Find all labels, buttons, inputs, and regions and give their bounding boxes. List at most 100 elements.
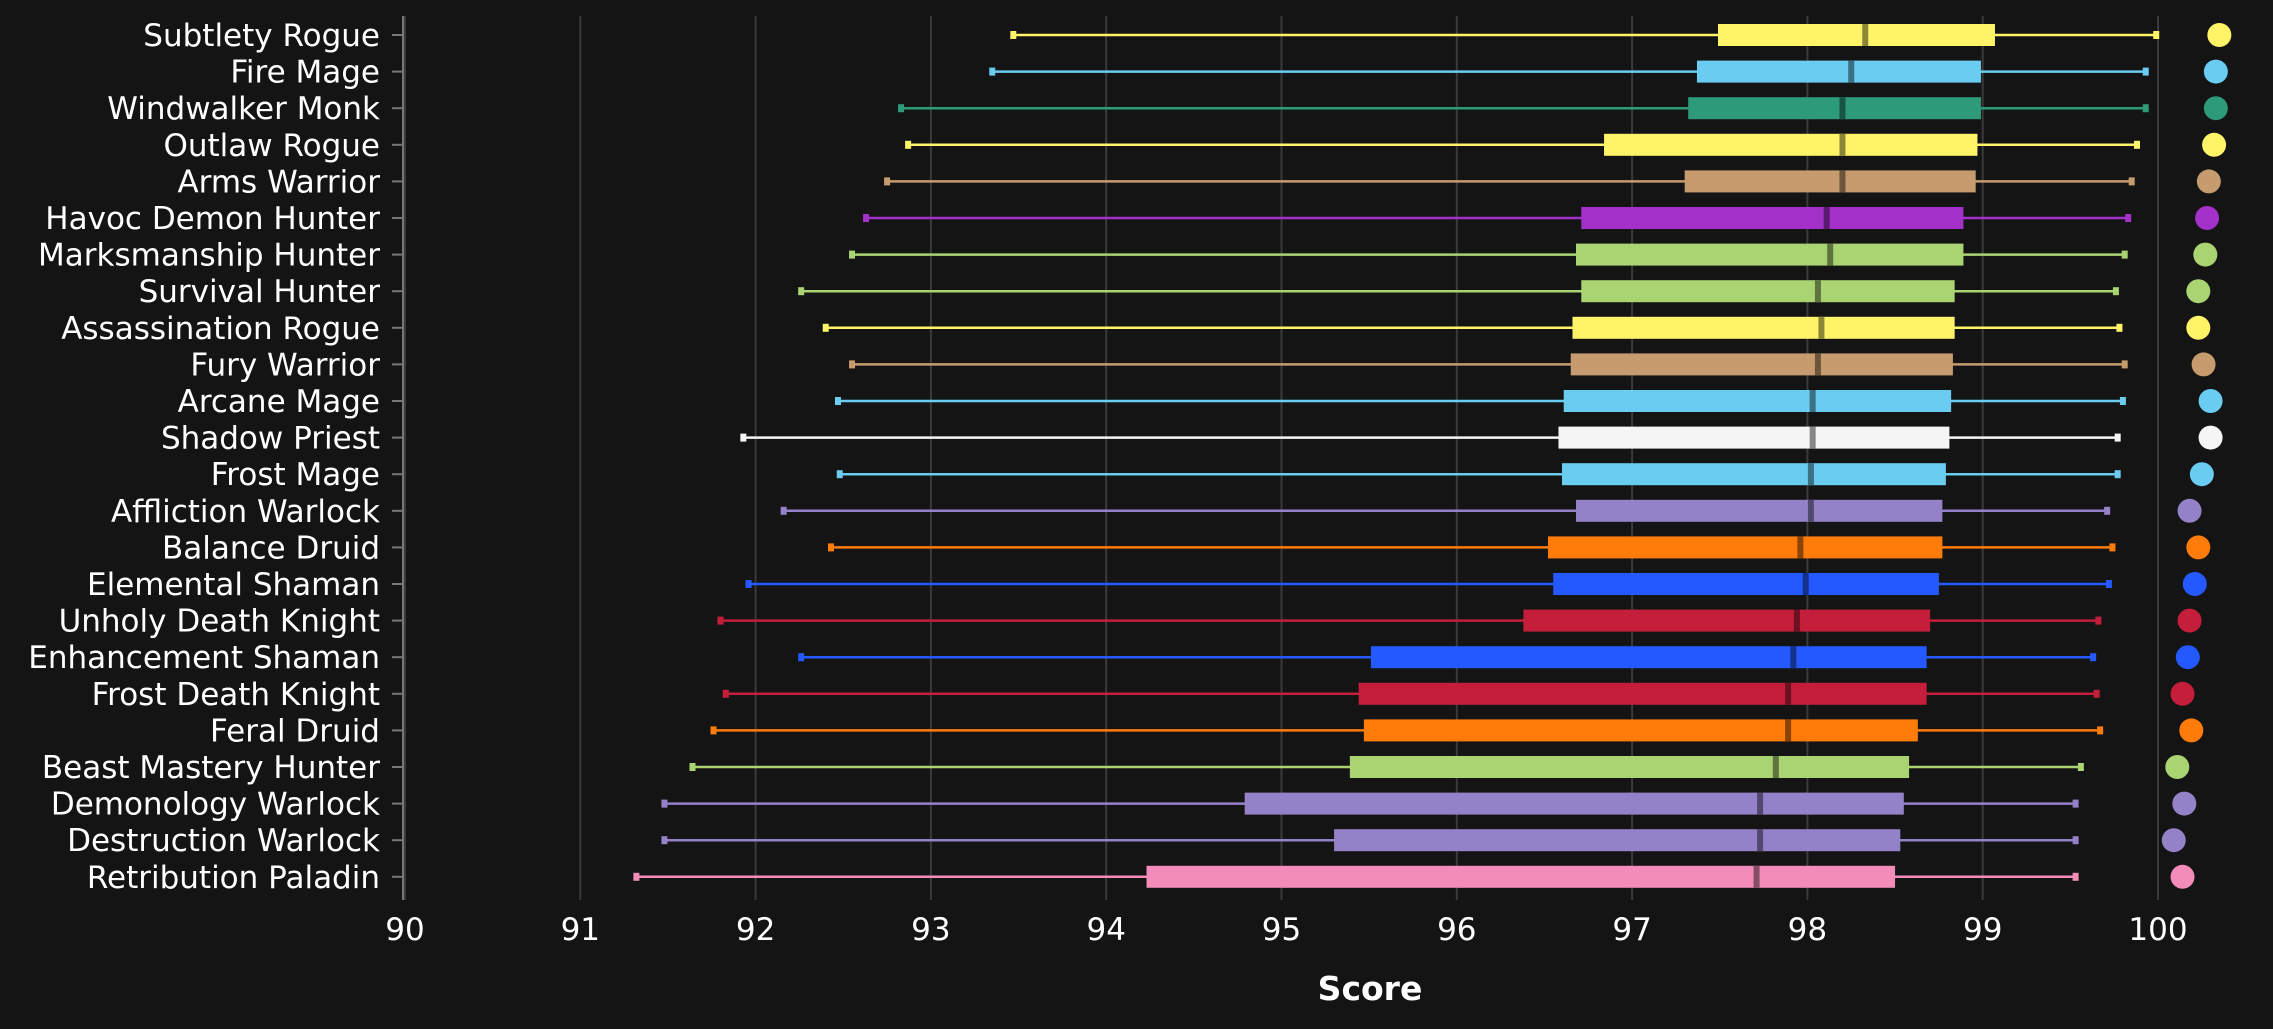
class-dot xyxy=(2170,681,2195,706)
box-row xyxy=(661,791,2197,816)
class-dot xyxy=(2172,791,2197,816)
class-dot xyxy=(2186,315,2211,340)
median-marker xyxy=(1818,316,1825,339)
median-marker xyxy=(1862,24,1869,46)
whisker-max-cap xyxy=(2077,763,2084,771)
whisker-max-cap xyxy=(2128,177,2135,186)
spec-label: Outlaw Rogue xyxy=(163,128,380,164)
iqr-box xyxy=(1349,756,1910,778)
whisker-min-cap xyxy=(661,799,668,808)
whisker-min-cap xyxy=(836,470,843,479)
iqr-box xyxy=(1572,316,1955,339)
whisker-min-cap xyxy=(780,506,787,515)
box-row xyxy=(1010,23,2232,47)
whisker-max-cap xyxy=(2072,799,2079,808)
iqr-box xyxy=(1363,719,1918,742)
median-marker xyxy=(1757,829,1764,852)
iqr-box xyxy=(1684,170,1976,193)
whisker-max-cap xyxy=(2114,470,2121,479)
median-marker xyxy=(1848,60,1855,83)
whisker-min-cap xyxy=(849,250,856,259)
median-marker xyxy=(1753,865,1760,888)
median-marker xyxy=(1839,133,1846,156)
whisker-max-cap xyxy=(2121,360,2128,369)
iqr-box xyxy=(1576,243,1964,266)
iqr-box xyxy=(1570,353,1953,376)
spec-label: Frost Death Knight xyxy=(92,677,380,713)
class-dot xyxy=(2202,132,2227,157)
iqr-box xyxy=(1370,646,1927,669)
class-dot xyxy=(2203,59,2228,84)
class-dot xyxy=(2193,242,2218,267)
spec-label: Elemental Shaman xyxy=(87,567,380,603)
spec-label: Subtlety Rogue xyxy=(143,18,380,54)
median-marker xyxy=(1785,719,1792,742)
spec-label: Feral Druid xyxy=(210,713,380,749)
iqr-box xyxy=(1604,133,1978,156)
class-dot xyxy=(2186,535,2211,560)
spec-label: Marksmanship Hunter xyxy=(38,238,380,274)
whisker-max-cap xyxy=(2121,250,2128,259)
iqr-box xyxy=(1563,390,1952,412)
box-row xyxy=(836,462,2214,487)
spec-label: Shadow Priest xyxy=(161,421,380,457)
x-tick-labels: 90 91 92 93 94 95 96 97 98 99 100 xyxy=(385,912,2187,948)
grid-lines xyxy=(404,16,2159,900)
iqr-box xyxy=(1717,24,1995,46)
iqr-box xyxy=(1696,60,1981,83)
box-row xyxy=(633,864,2195,889)
whisker-min-cap xyxy=(710,726,717,735)
x-tick-label: 90 xyxy=(385,912,424,948)
class-dot xyxy=(2182,572,2207,596)
median-marker xyxy=(1827,243,1834,266)
iqr-box xyxy=(1547,536,1943,559)
whisker-max-cap xyxy=(2112,287,2119,296)
class-dot xyxy=(2165,755,2190,779)
median-marker xyxy=(1807,499,1814,522)
median-marker xyxy=(1772,756,1779,778)
spec-label: Havoc Demon Hunter xyxy=(45,201,380,237)
box-row xyxy=(849,242,2218,267)
whisker-min-cap xyxy=(849,360,856,369)
box-row xyxy=(745,572,2207,596)
box-row xyxy=(798,279,2211,304)
spec-label: Destruction Warlock xyxy=(67,823,380,859)
iqr-box xyxy=(1688,97,1981,120)
iqr-box xyxy=(1576,499,1943,522)
class-dot xyxy=(2198,389,2223,413)
box-row xyxy=(905,132,2227,157)
x-tick-label: 93 xyxy=(911,912,950,948)
box-row xyxy=(689,755,2190,779)
iqr-box xyxy=(1581,207,1964,229)
class-dot xyxy=(2203,96,2228,121)
whisker-min-cap xyxy=(863,214,870,222)
median-marker xyxy=(1809,426,1816,449)
spec-label: Fire Mage xyxy=(230,55,380,91)
whisker-max-cap xyxy=(2119,397,2126,405)
class-dot xyxy=(2179,718,2204,743)
whisker-min-cap xyxy=(827,543,834,552)
class-dot xyxy=(2195,206,2220,230)
class-dot xyxy=(2191,352,2216,377)
median-marker xyxy=(1790,646,1797,669)
x-tick-label: 97 xyxy=(1612,912,1651,948)
whisker-max-cap xyxy=(2153,31,2160,39)
median-marker xyxy=(1839,170,1846,193)
median-marker xyxy=(1802,573,1809,595)
whisker-min-cap xyxy=(798,287,805,296)
class-dot xyxy=(2161,828,2186,853)
whisker-max-cap xyxy=(2105,580,2112,588)
iqr-box xyxy=(1523,609,1931,632)
median-marker xyxy=(1793,609,1800,632)
whisker-min-cap xyxy=(989,67,996,76)
box-row xyxy=(898,96,2228,121)
box-row xyxy=(849,352,2216,377)
spec-label: Retribution Paladin xyxy=(87,860,380,896)
whisker-max-cap xyxy=(2072,836,2079,845)
class-dot xyxy=(2198,425,2223,450)
iqr-box xyxy=(1334,829,1901,852)
median-marker xyxy=(1797,536,1804,559)
whisker-min-cap xyxy=(898,104,905,113)
box-row xyxy=(822,315,2211,340)
